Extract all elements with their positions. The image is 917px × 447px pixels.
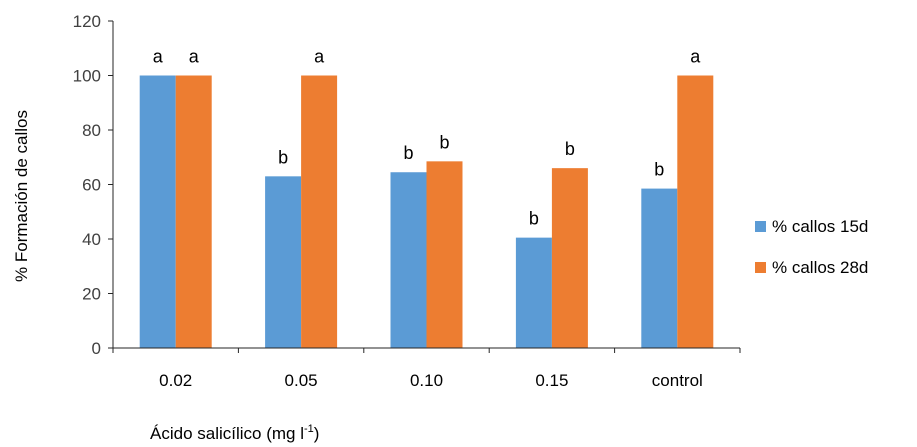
x-tick-label: 0.05 <box>285 371 318 390</box>
significance-letter: b <box>654 160 664 180</box>
bar-15d <box>390 172 427 348</box>
y-tick-label: 100 <box>73 67 101 86</box>
bars <box>139 75 714 348</box>
x-tick-label: 0.15 <box>535 371 568 390</box>
bar-15d <box>515 237 552 348</box>
x-axis-title: Ácido salicílico (mg l-1) <box>150 423 319 443</box>
significance-labels: a a b a b b b b b a <box>153 47 702 229</box>
legend: % callos 15d % callos 28d <box>755 217 868 277</box>
significance-letter: b <box>439 132 449 152</box>
bar-15d <box>641 188 678 348</box>
significance-letter: a <box>314 47 325 67</box>
y-axis-title: % Formación de callos <box>12 110 31 282</box>
bar-28d <box>301 75 338 348</box>
y-tick-label: 20 <box>82 285 101 304</box>
significance-letter: b <box>278 147 288 167</box>
x-tick-label: control <box>652 371 703 390</box>
y-axis: 0 20 40 60 80 100 120 <box>73 12 114 358</box>
bar-15d <box>265 176 302 348</box>
y-tick-label: 60 <box>82 176 101 195</box>
significance-letter: b <box>529 209 539 229</box>
y-tick-label: 120 <box>73 12 101 31</box>
legend-item-15d: % callos 15d <box>755 217 868 236</box>
legend-label-28d: % callos 28d <box>772 258 868 277</box>
y-tick-label: 0 <box>92 339 101 358</box>
bar-28d <box>677 75 714 348</box>
significance-letter: a <box>153 47 164 67</box>
legend-item-28d: % callos 28d <box>755 258 868 277</box>
legend-swatch-28d <box>755 262 766 273</box>
legend-swatch-15d <box>755 221 766 232</box>
x-tick-label: 0.02 <box>159 371 192 390</box>
significance-letter: b <box>403 143 413 163</box>
significance-letter: b <box>565 139 575 159</box>
bar-28d <box>175 75 212 348</box>
bar-28d <box>551 168 588 348</box>
legend-label-15d: % callos 15d <box>772 217 868 236</box>
x-tick-label: 0.10 <box>410 371 443 390</box>
significance-letter: a <box>690 47 701 67</box>
bar-15d <box>139 75 176 348</box>
y-tick-label: 40 <box>82 230 101 249</box>
bar-28d <box>426 161 463 348</box>
significance-letter: a <box>189 47 200 67</box>
y-tick-label: 80 <box>82 121 101 140</box>
x-axis: 0.02 0.05 0.10 0.15 control <box>112 347 741 390</box>
